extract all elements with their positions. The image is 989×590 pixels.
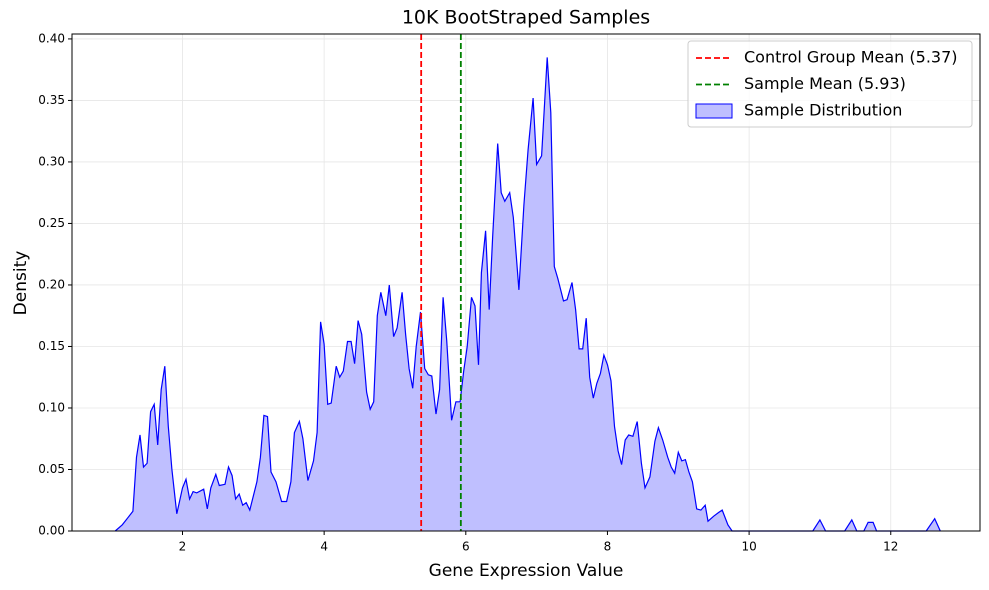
area-line: [114, 57, 941, 532]
x-axis-label: Gene Expression Value: [429, 561, 624, 581]
y-tick-label: 0.15: [38, 339, 65, 353]
y-tick-label: 0.10: [38, 400, 65, 414]
y-tick-label: 0.20: [38, 277, 65, 291]
legend-label: Control Group Mean (5.37): [744, 48, 958, 67]
legend-label: Sample Distribution: [744, 101, 902, 120]
y-tick-label: 0.30: [38, 154, 65, 168]
x-tick-label: 4: [320, 540, 328, 554]
legend-box: [687, 40, 973, 128]
legend-label: Sample Mean (5.93): [744, 74, 906, 93]
y-tick-label: 0.25: [38, 216, 65, 230]
area-fill: [115, 57, 941, 532]
y-tick-label: 0.35: [38, 93, 65, 107]
legend: Control Group Mean (5.37) Sample Mean (5.…: [687, 40, 973, 128]
x-tick-label: 6: [462, 540, 470, 554]
x-tick-label: 10: [741, 540, 756, 554]
chart-title: 10K BootStraped Samples: [402, 7, 650, 29]
y-axis-label: Density: [11, 251, 31, 316]
y-tick-label: 0.05: [38, 462, 65, 476]
legend-swatch: [695, 103, 733, 119]
y-tick-label: 0.00: [38, 524, 65, 538]
x-tick-label: 12: [883, 540, 898, 554]
y-tick-label: 0.40: [38, 31, 65, 45]
x-tick-label: 8: [604, 540, 612, 554]
x-tick-label: 2: [179, 540, 187, 554]
plot-frame: [71, 33, 981, 532]
